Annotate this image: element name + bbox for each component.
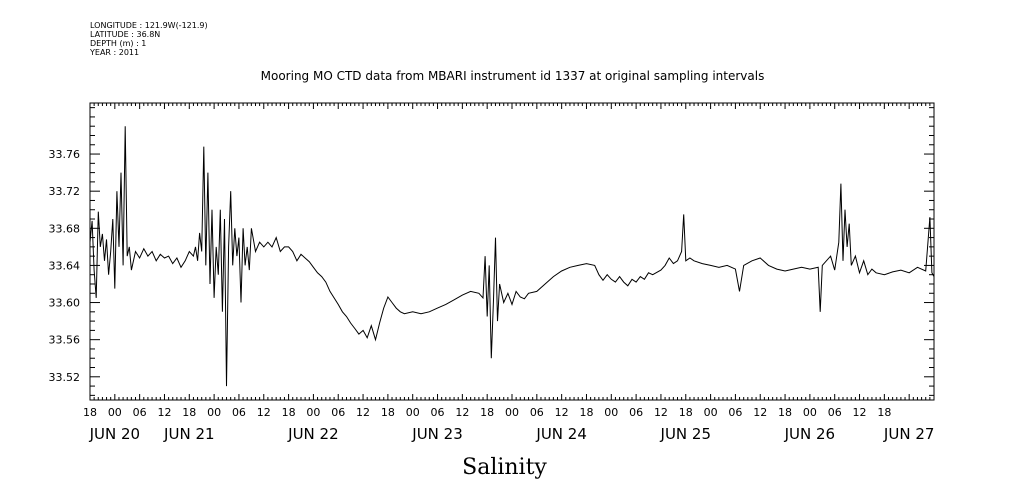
- x-hour-label: 12: [455, 406, 469, 419]
- x-hour-label: 06: [232, 406, 246, 419]
- y-tick-label: 33.72: [49, 185, 81, 198]
- mooring-metadata: LONGITUDE : 121.9W(-121.9) LATITUDE : 36…: [90, 21, 208, 57]
- x-hour-label: 18: [282, 406, 296, 419]
- x-hour-label: 06: [431, 406, 445, 419]
- x-hour-label: 00: [207, 406, 221, 419]
- x-hour-label: 12: [356, 406, 370, 419]
- x-hour-label: 18: [480, 406, 494, 419]
- x-hour-label: 18: [83, 406, 97, 419]
- x-hour-label: 00: [406, 406, 420, 419]
- year-text: YEAR : 2011: [90, 48, 140, 57]
- x-hour-label: 12: [753, 406, 767, 419]
- y-tick-label: 33.56: [49, 334, 81, 347]
- x-day-label: JUN 22: [287, 425, 338, 443]
- x-hour-label: 18: [182, 406, 196, 419]
- salinity-series-line: [89, 126, 935, 387]
- x-hour-label: 18: [679, 406, 693, 419]
- x-hour-label: 12: [654, 406, 668, 419]
- x-hour-label: 12: [555, 406, 569, 419]
- x-day-label: JUN 27: [883, 425, 934, 443]
- longitude-text: LONGITUDE : 121.9W(-121.9): [90, 21, 208, 30]
- x-axis-ticks: 18 00 06 12 18 00 06 12 18 00 06 12 18 00 06 12 18 00 06 12…: [83, 103, 935, 443]
- latitude-text: LATITUDE : 36.8N: [90, 30, 161, 39]
- x-day-label: JUN 25: [660, 425, 711, 443]
- y-tick-label: 33.60: [49, 297, 81, 310]
- y-tick-label: 33.52: [49, 371, 81, 384]
- x-day-label: JUN 21: [163, 425, 214, 443]
- x-hour-label: 06: [828, 406, 842, 419]
- chart-title: Mooring MO CTD data from MBARI instrumen…: [260, 69, 765, 83]
- y-tick-label: 33.68: [49, 222, 81, 235]
- x-hour-label: 06: [629, 406, 643, 419]
- x-hour-label: 06: [133, 406, 147, 419]
- x-hour-label: 00: [803, 406, 817, 419]
- y-tick-label: 33.64: [49, 259, 81, 272]
- x-day-label: JUN 24: [535, 425, 586, 443]
- x-day-label: JUN 23: [411, 425, 462, 443]
- x-hour-label: 18: [579, 406, 593, 419]
- x-hour-label: 00: [604, 406, 618, 419]
- x-hour-label: 06: [331, 406, 345, 419]
- x-hour-label: 12: [257, 406, 271, 419]
- x-day-label: JUN 26: [784, 425, 835, 443]
- x-hour-label: 06: [530, 406, 544, 419]
- x-hour-label: 18: [381, 406, 395, 419]
- x-hour-label: 12: [157, 406, 171, 419]
- x-day-label: JUN 20: [89, 425, 140, 443]
- x-hour-label: 18: [877, 406, 891, 419]
- y-axis-ticks: 33.52 33.56 33.60 33.64 33.68 33.72 33.76: [49, 107, 934, 396]
- x-hour-label: 00: [108, 406, 122, 419]
- x-hour-label: 00: [306, 406, 320, 419]
- x-hour-label: 18: [778, 406, 792, 419]
- x-hour-label: 06: [728, 406, 742, 419]
- depth-text: DEPTH (m) : 1: [90, 39, 147, 48]
- x-axis-variable-label: Salinity: [462, 455, 547, 480]
- y-tick-label: 33.76: [49, 148, 81, 161]
- x-hour-label: 00: [704, 406, 718, 419]
- x-hour-label: 12: [853, 406, 867, 419]
- x-hour-label: 00: [505, 406, 519, 419]
